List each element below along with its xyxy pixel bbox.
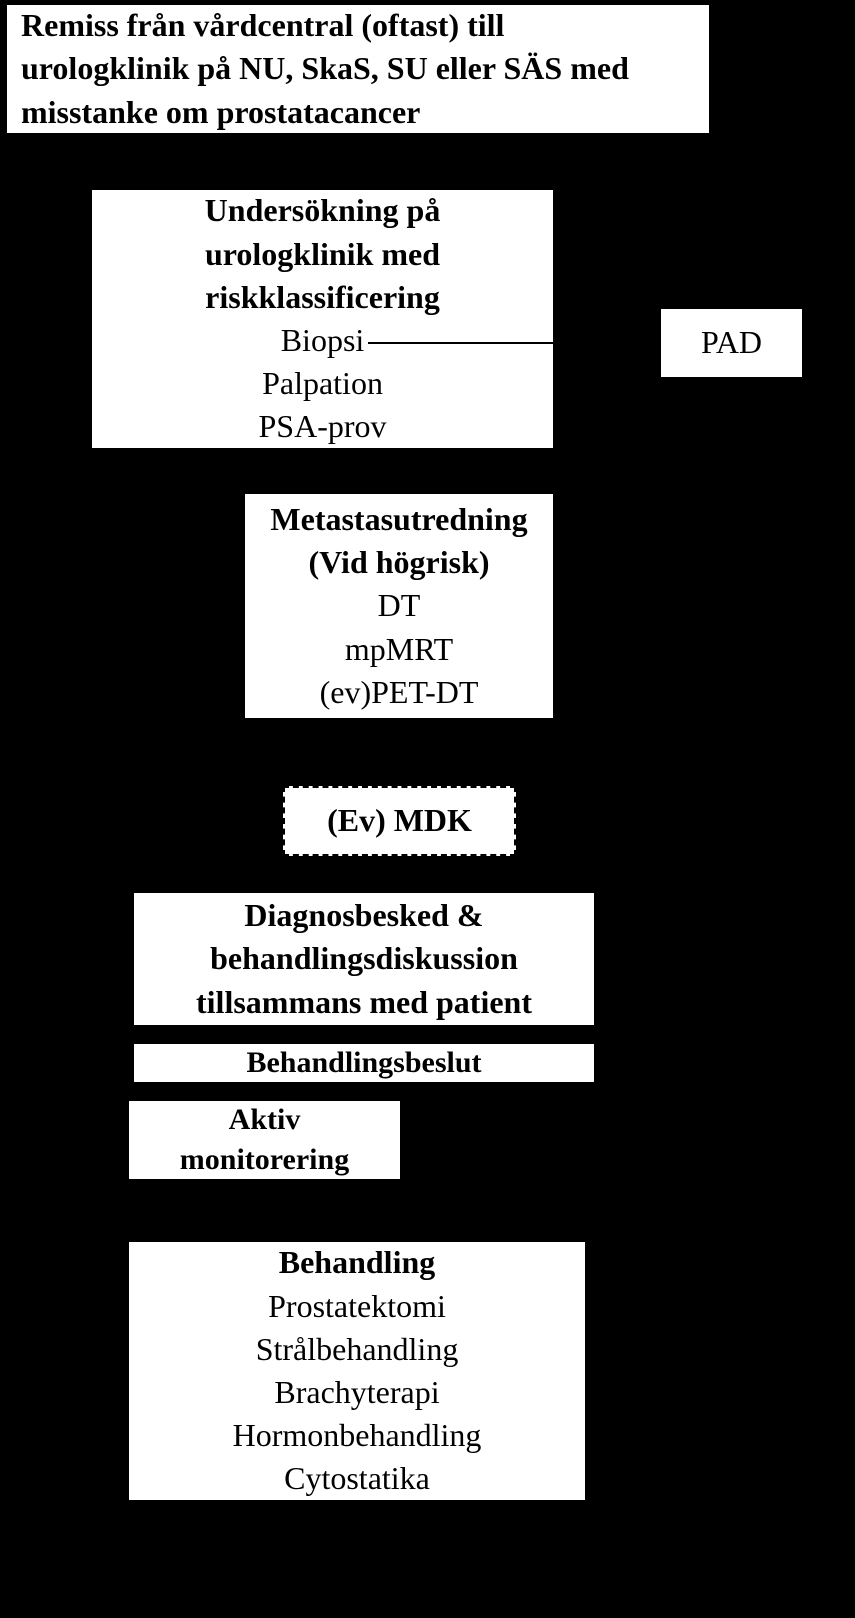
behandling-sub-4: Hormonbehandling <box>233 1414 482 1457</box>
diagnos-line-3: tillsammans med patient <box>196 981 532 1024</box>
metastas-title-1: Metastasutredning <box>270 498 527 541</box>
node-aktiv: Aktiv monitorering <box>127 1099 402 1181</box>
node-behandling: Behandling Prostatektomi Strålbehandling… <box>127 1240 587 1502</box>
node-diagnos: Diagnosbesked & behandlingsdiskussion ti… <box>132 891 596 1027</box>
node-metastas: Metastasutredning (Vid högrisk) DT mpMRT… <box>243 492 555 720</box>
aktiv-line-1: Aktiv <box>229 1100 301 1141</box>
diagnos-line-1: Diagnosbesked & <box>244 894 483 937</box>
diagnos-line-2: behandlingsdiskussion <box>210 937 518 980</box>
behandling-sub-2: Strålbehandling <box>256 1328 459 1371</box>
behandling-title: Behandling <box>279 1241 436 1284</box>
metastas-title-2: (Vid högrisk) <box>308 541 489 584</box>
metastas-sub-3: (ev)PET-DT <box>320 671 479 714</box>
behandling-sub-3: Brachyterapi <box>274 1371 439 1414</box>
beslut-label: Behandlingsbeslut <box>246 1043 481 1084</box>
aktiv-line-2: monitorering <box>180 1140 349 1181</box>
behandling-sub-5: Cytostatika <box>284 1457 430 1500</box>
node-beslut: Behandlingsbeslut <box>132 1042 596 1084</box>
behandling-sub-1: Prostatektomi <box>268 1285 446 1328</box>
node-mdk: (Ev) MDK <box>283 786 516 856</box>
metastas-sub-1: DT <box>378 584 421 627</box>
metastas-sub-2: mpMRT <box>345 628 453 671</box>
mdk-label: (Ev) MDK <box>327 799 472 842</box>
